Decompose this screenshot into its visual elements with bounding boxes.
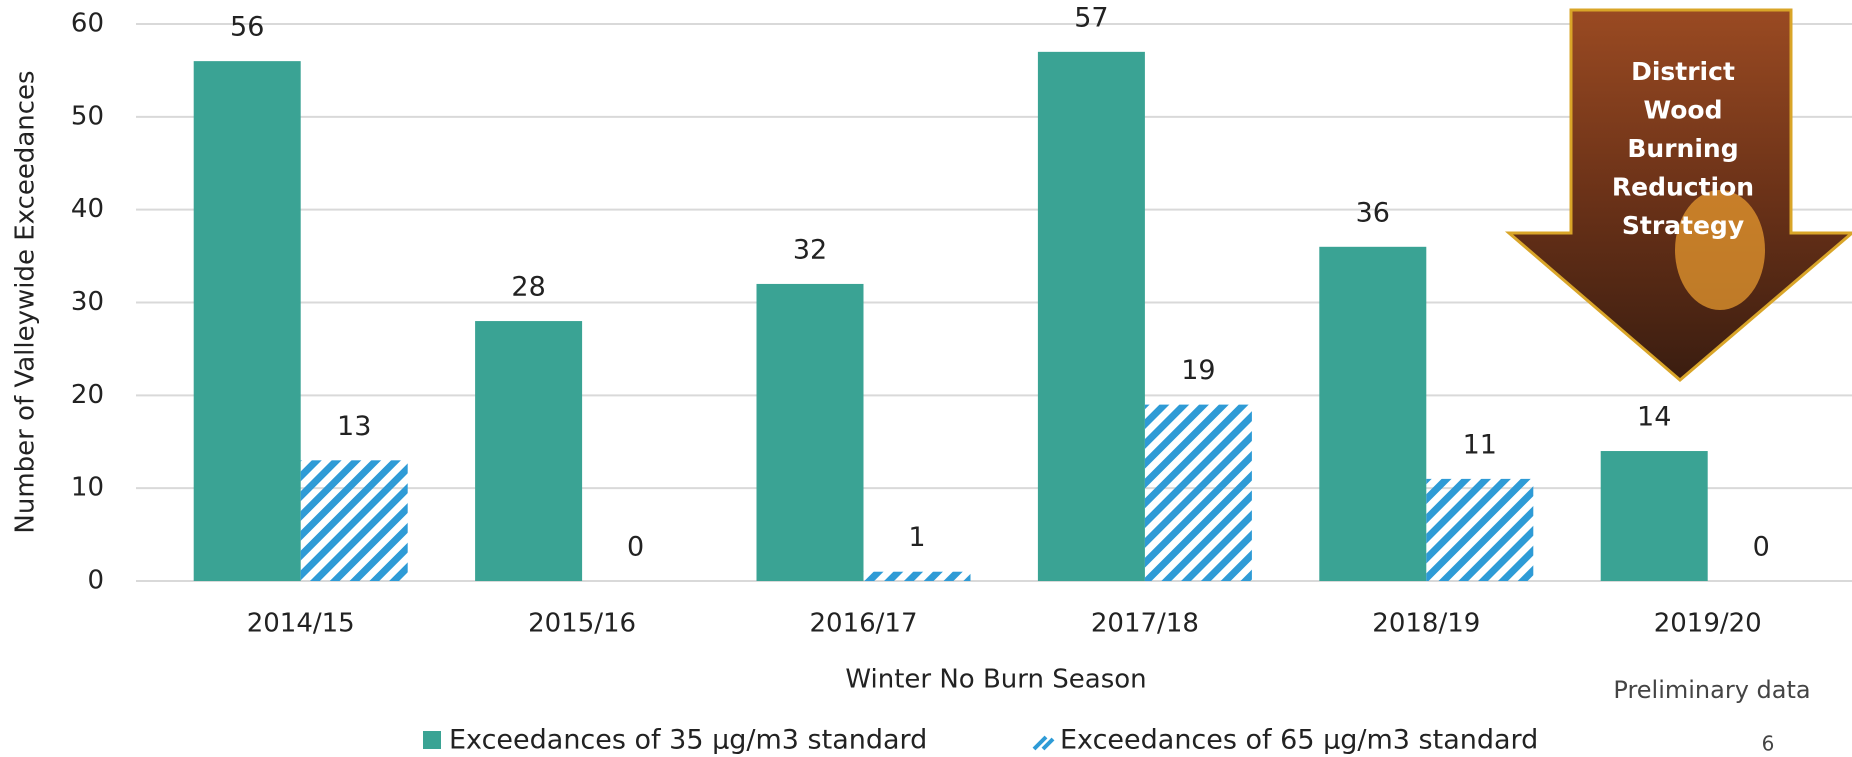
bar <box>1145 405 1252 581</box>
value-label: 0 <box>1753 532 1770 563</box>
value-label: 32 <box>793 234 827 265</box>
x-tick-label: 2016/17 <box>809 609 917 639</box>
y-tick-label: 60 <box>71 9 104 39</box>
bar <box>301 460 408 581</box>
y-tick-label: 20 <box>71 380 104 410</box>
x-tick-label: 2014/15 <box>247 609 355 639</box>
bar <box>1426 479 1533 581</box>
value-label: 57 <box>1074 2 1108 33</box>
x-tick-label: 2019/20 <box>1654 609 1762 639</box>
y-axis-title: Number of Valleywide Exceedances <box>11 70 41 533</box>
callout-text: Strategy <box>1622 211 1744 240</box>
x-tick-label: 2017/18 <box>1091 609 1199 639</box>
x-tick-label: 2018/19 <box>1372 609 1480 639</box>
y-tick-label: 0 <box>87 566 104 596</box>
note: Preliminary data <box>1613 676 1810 704</box>
chart: Number of Valleywide Exceedances Winter … <box>0 0 1852 757</box>
bar <box>475 321 582 581</box>
value-label: 1 <box>908 522 925 553</box>
callout-text: Burning <box>1627 134 1738 163</box>
bar <box>1601 451 1708 581</box>
legend-swatch <box>423 731 441 749</box>
page-number: 6 <box>1762 732 1775 756</box>
callout-text: Wood <box>1644 96 1723 125</box>
value-label: 56 <box>230 12 264 43</box>
bar <box>1319 247 1426 581</box>
value-label: 14 <box>1637 402 1671 433</box>
value-label: 36 <box>1356 197 1390 228</box>
value-label: 0 <box>627 532 644 563</box>
value-label: 11 <box>1463 429 1497 460</box>
bar <box>194 61 301 581</box>
x-tick-label: 2015/16 <box>528 609 636 639</box>
x-axis-title: Winter No Burn Season <box>845 665 1146 695</box>
y-tick-label: 10 <box>71 473 104 503</box>
value-label: 13 <box>337 411 371 442</box>
y-tick-label: 40 <box>71 194 104 224</box>
callout-text: District <box>1631 57 1735 86</box>
bar <box>1038 52 1145 581</box>
value-label: 19 <box>1181 355 1215 386</box>
bar <box>757 284 864 581</box>
legend-swatch <box>1034 737 1053 749</box>
callout-text: Reduction <box>1612 173 1754 202</box>
y-tick-label: 30 <box>71 287 104 317</box>
bar <box>864 572 971 581</box>
legend-label: Exceedances of 35 µg/m3 standard <box>449 725 927 756</box>
fire-glow <box>1675 190 1765 310</box>
value-label: 28 <box>511 272 545 303</box>
legend-label: Exceedances of 65 µg/m3 standard <box>1060 725 1538 756</box>
y-tick-label: 50 <box>71 101 104 131</box>
